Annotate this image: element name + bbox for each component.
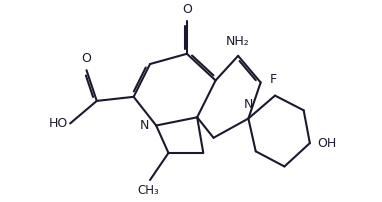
Text: F: F <box>270 73 277 86</box>
Text: N: N <box>139 119 149 132</box>
Text: OH: OH <box>317 137 337 150</box>
Text: O: O <box>82 52 91 65</box>
Text: NH₂: NH₂ <box>226 36 250 48</box>
Text: O: O <box>182 3 192 16</box>
Text: N: N <box>244 98 253 111</box>
Text: CH₃: CH₃ <box>138 184 159 197</box>
Text: HO: HO <box>49 117 68 130</box>
